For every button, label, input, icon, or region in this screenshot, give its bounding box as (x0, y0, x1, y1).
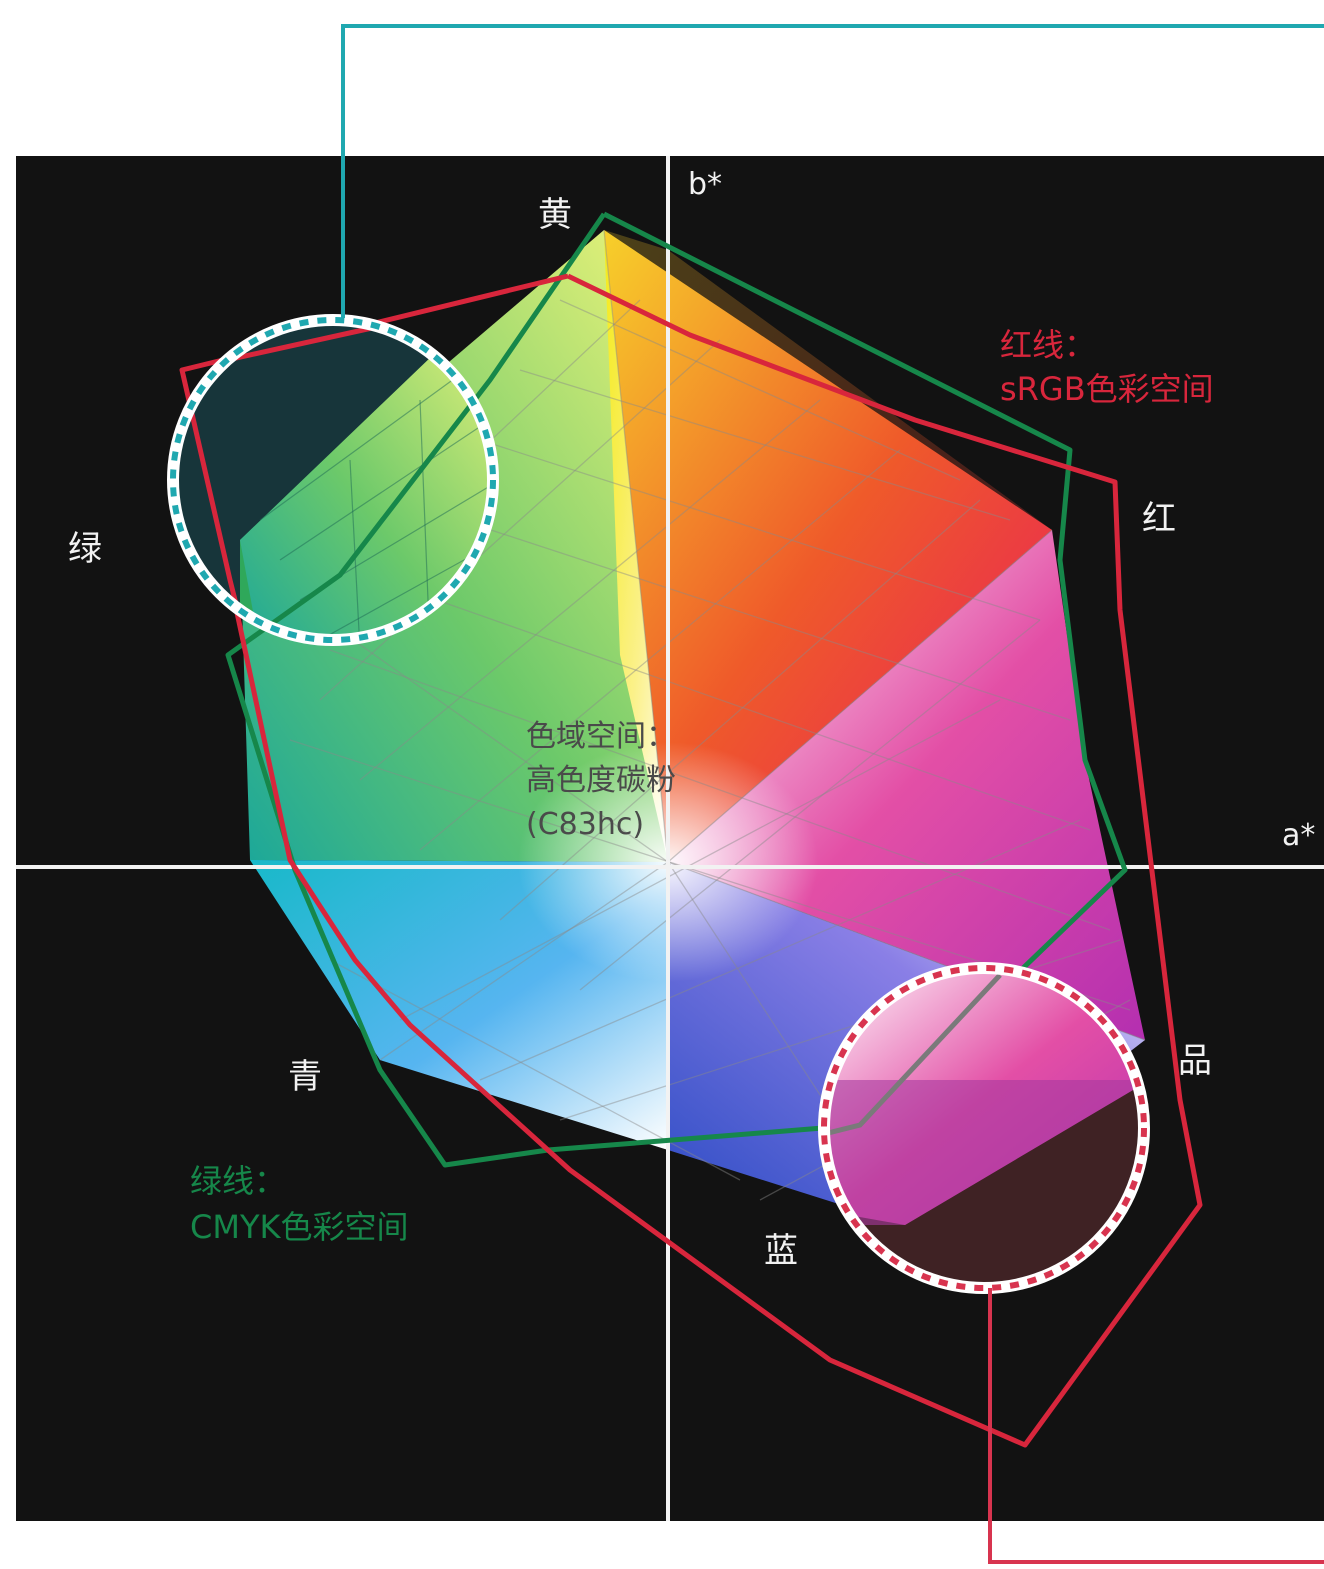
center-label-line3: (C83hc) (526, 807, 644, 842)
label-yellow: 黄 (538, 195, 572, 235)
center-label-line2: 高色度碳粉 (526, 763, 676, 798)
legend-cmyk-line1: 绿线： (190, 1162, 286, 1200)
legend-srgb-line1: 红线： (1000, 326, 1096, 364)
callout-top-connector (341, 24, 1324, 318)
label-red: 红 (1142, 499, 1176, 539)
label-magenta: 品 (1178, 1041, 1212, 1081)
label-green: 绿 (68, 529, 102, 569)
legend-cmyk: 绿线： CMYK色彩空间 (190, 1162, 409, 1246)
label-cyan: 青 (288, 1057, 322, 1097)
legend-srgb: 红线： sRGB色彩空间 (1000, 326, 1214, 408)
callout-bottom-connector (988, 1288, 1324, 1564)
center-label: 色域空间： 高色度碳粉 (C83hc) (526, 719, 676, 842)
b-axis-label: b* (688, 167, 722, 202)
center-label-line1: 色域空间： (526, 719, 676, 754)
callout-top-left (167, 314, 499, 646)
label-blue: 蓝 (764, 1231, 798, 1271)
legend-srgb-line2: sRGB色彩空间 (1000, 370, 1214, 408)
a-axis-label: a* (1282, 818, 1315, 853)
legend-cmyk-line2: CMYK色彩空间 (190, 1208, 409, 1246)
srgb-gamut-line (179, 273, 1203, 1448)
callout-bottom-right (818, 962, 1150, 1294)
